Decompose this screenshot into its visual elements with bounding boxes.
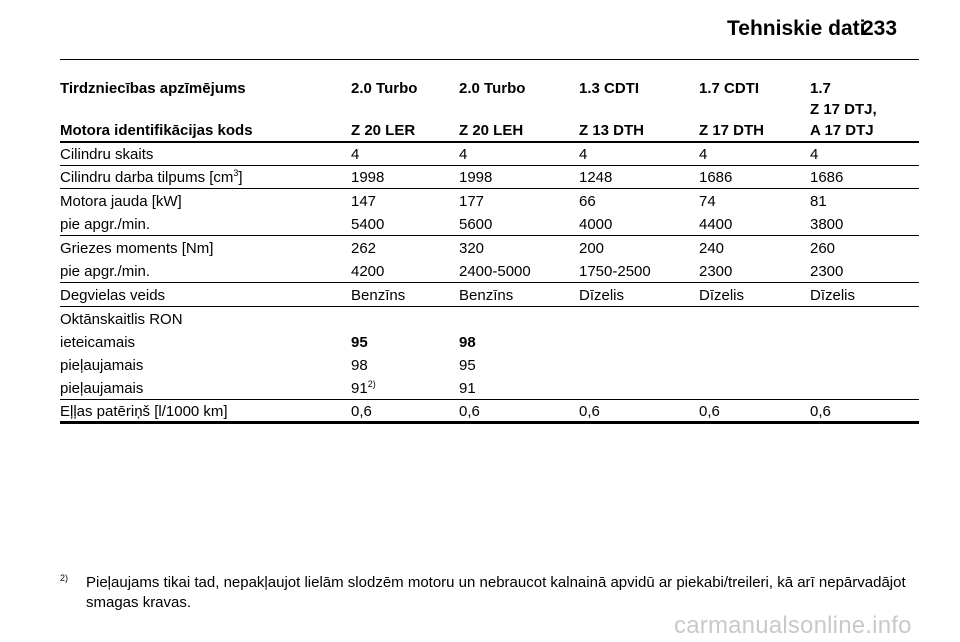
- cell: 4000: [579, 216, 613, 233]
- cell: Benzīns: [351, 287, 406, 304]
- table-header-divider: [60, 141, 919, 143]
- header-cell: A 17 DTJ: [810, 122, 874, 139]
- row-label: Motora jauda [kW]: [60, 193, 182, 210]
- label-text: Cilindru darba tilpums [cm: [60, 169, 234, 186]
- watermark: carmanualsonline.info: [674, 612, 912, 639]
- header-engine-code: Motora identifikācijas kods: [60, 122, 253, 139]
- header-cell: 2.0 Turbo: [351, 80, 418, 97]
- cell: 1998: [459, 169, 493, 186]
- header-cell: Z 17 DTJ,: [810, 101, 877, 118]
- cell: Dīzelis: [579, 287, 625, 304]
- cell: 260: [810, 240, 836, 257]
- row-divider: [60, 399, 919, 400]
- cell: 1686: [810, 169, 844, 186]
- cell: 5400: [351, 216, 385, 233]
- cell: 4: [699, 146, 708, 163]
- footnote-text: Pieļaujams tikai tad, nepakļaujot lielām…: [86, 574, 906, 611]
- superscript: 3: [233, 168, 239, 178]
- footnote-ref: 2): [367, 379, 376, 389]
- cell: 2400-5000: [459, 263, 531, 280]
- cell: 1998: [351, 169, 385, 186]
- row-label: pieļaujamais: [60, 357, 144, 374]
- cell: Dīzelis: [699, 287, 745, 304]
- cell: Benzīns: [459, 287, 514, 304]
- cell: 262: [351, 240, 377, 257]
- cell: 2300: [699, 263, 733, 280]
- cell: 912): [351, 379, 376, 398]
- cell: 4: [351, 146, 360, 163]
- table-bottom-rule: [60, 421, 919, 424]
- cell: 1248: [579, 169, 613, 186]
- cell: 4: [579, 146, 588, 163]
- header-cell: 1.7 CDTI: [699, 80, 760, 97]
- cell-value: 91: [351, 380, 368, 397]
- cell: 240: [699, 240, 725, 257]
- cell: 2300: [810, 263, 844, 280]
- row-divider: [60, 235, 919, 236]
- header-cell: 1.3 CDTI: [579, 80, 640, 97]
- cell: 200: [579, 240, 605, 257]
- cell: 4400: [699, 216, 733, 233]
- cell: 5600: [459, 216, 493, 233]
- row-label: pie apgr./min.: [60, 216, 151, 233]
- cell: 147: [351, 193, 377, 210]
- row-label: Eļļas patēriņš [l/1000 km]: [60, 403, 228, 420]
- cell: 95: [459, 357, 476, 374]
- page-number: 233: [862, 17, 898, 40]
- cell: 177: [459, 193, 485, 210]
- header-divider: [60, 59, 919, 60]
- cell: 4: [810, 146, 819, 163]
- cell: 3800: [810, 216, 844, 233]
- cell: 0,6: [579, 403, 600, 420]
- cell: 0,6: [351, 403, 372, 420]
- cell: 98: [459, 334, 476, 351]
- row-divider: [60, 282, 919, 283]
- header-cell: Z 17 DTH: [699, 122, 765, 139]
- cell: 74: [699, 193, 716, 210]
- row-label: Degvielas veids: [60, 287, 166, 304]
- footnote-mark: 2): [60, 573, 69, 583]
- row-divider: [60, 165, 919, 166]
- cell: 95: [351, 334, 368, 351]
- cell: 91: [459, 380, 476, 397]
- cell: Dīzelis: [810, 287, 856, 304]
- row-divider: [60, 306, 919, 307]
- row-label: Oktānskaitlis RON: [60, 311, 183, 328]
- row-label: pie apgr./min.: [60, 263, 151, 280]
- cell: 1686: [699, 169, 733, 186]
- cell: 66: [579, 193, 596, 210]
- cell: 0,6: [699, 403, 720, 420]
- page-title: Tehniskie dati: [727, 17, 866, 40]
- header-cell: Z 13 DTH: [579, 122, 645, 139]
- cell: 0,6: [459, 403, 480, 420]
- cell: 1750-2500: [579, 263, 651, 280]
- cell: 4200: [351, 263, 385, 280]
- header-cell: Z 20 LER: [351, 122, 416, 139]
- row-label: Griezes moments [Nm]: [60, 240, 214, 257]
- cell: 4: [459, 146, 468, 163]
- header-trade-designation: Tirdzniecības apzīmējums: [60, 80, 246, 97]
- row-label: pieļaujamais: [60, 380, 144, 397]
- row-label: ieteicamais: [60, 334, 136, 351]
- cell: 0,6: [810, 403, 831, 420]
- header-cell: 1.7: [810, 80, 831, 97]
- header-cell: Z 20 LEH: [459, 122, 524, 139]
- row-divider: [60, 188, 919, 189]
- label-text: ]: [238, 169, 243, 186]
- cell: 81: [810, 193, 827, 210]
- row-label: Cilindru darba tilpums [cm3]: [60, 168, 243, 187]
- cell: 98: [351, 357, 368, 374]
- row-label: Cilindru skaits: [60, 146, 154, 163]
- cell: 320: [459, 240, 485, 257]
- header-cell: 2.0 Turbo: [459, 80, 526, 97]
